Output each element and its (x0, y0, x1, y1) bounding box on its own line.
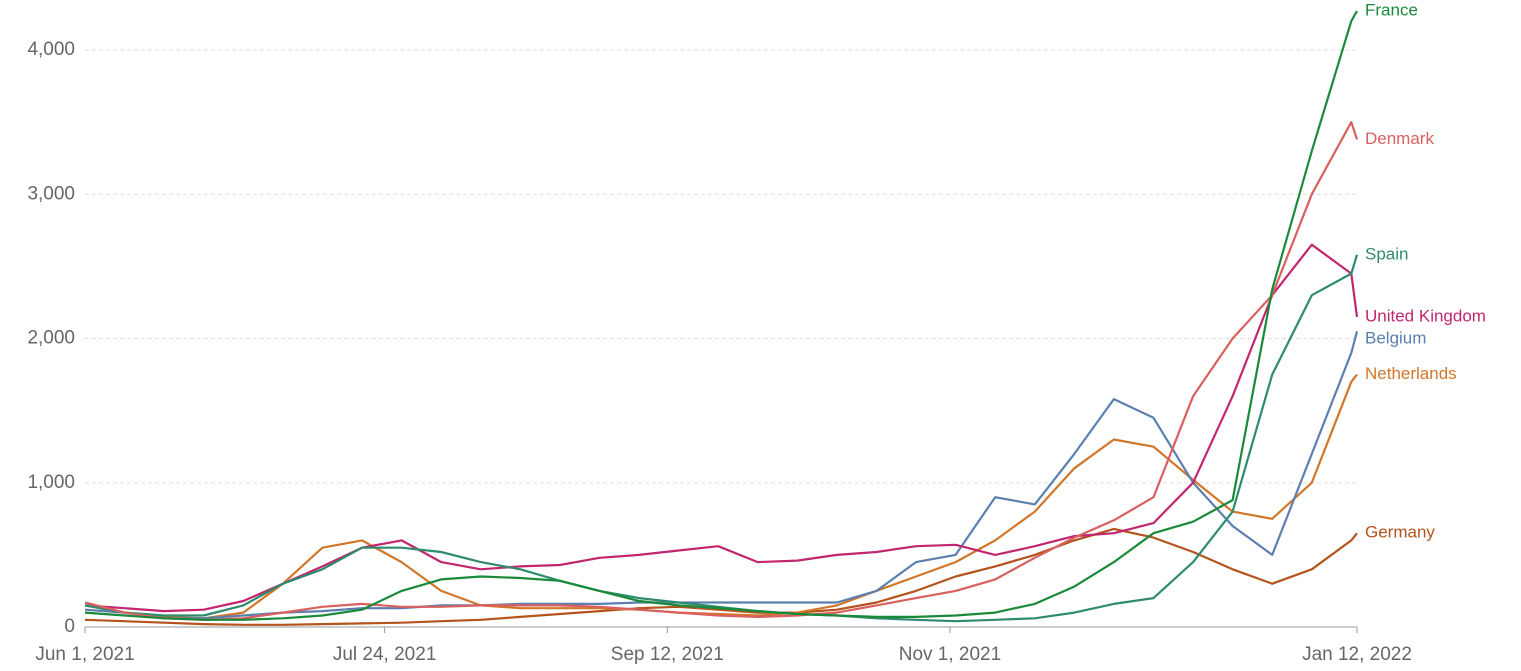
y-tick-label: 0 (64, 616, 75, 637)
series-line (84, 121, 1359, 621)
series-line (84, 527, 1358, 626)
y-tick-label: 4,000 (27, 39, 75, 60)
legend-label: United Kingdom (1365, 306, 1486, 325)
legend-label: Germany (1365, 523, 1435, 542)
x-tick-label: Sep 12, 2021 (611, 644, 724, 665)
legend-label: Belgium (1365, 328, 1426, 347)
legend-label: Denmark (1365, 129, 1434, 148)
y-tick-label: 2,000 (27, 328, 75, 349)
y-tick-label: 3,000 (27, 183, 75, 204)
legend-label: Spain (1365, 244, 1408, 263)
x-tick-label: Jan 12, 2022 (1302, 644, 1412, 665)
series-line (84, 10, 1358, 621)
x-tick-label: Jul 24, 2021 (333, 644, 437, 665)
series-line (84, 243, 1359, 613)
series-line (84, 373, 1358, 620)
series-line (84, 331, 1359, 620)
x-tick-label: Nov 1, 2021 (899, 644, 1001, 665)
legend-label: Netherlands (1365, 364, 1457, 383)
legend-label: France (1365, 1, 1418, 20)
y-tick-label: 1,000 (27, 472, 75, 493)
x-tick-label: Jun 1, 2021 (35, 644, 134, 665)
